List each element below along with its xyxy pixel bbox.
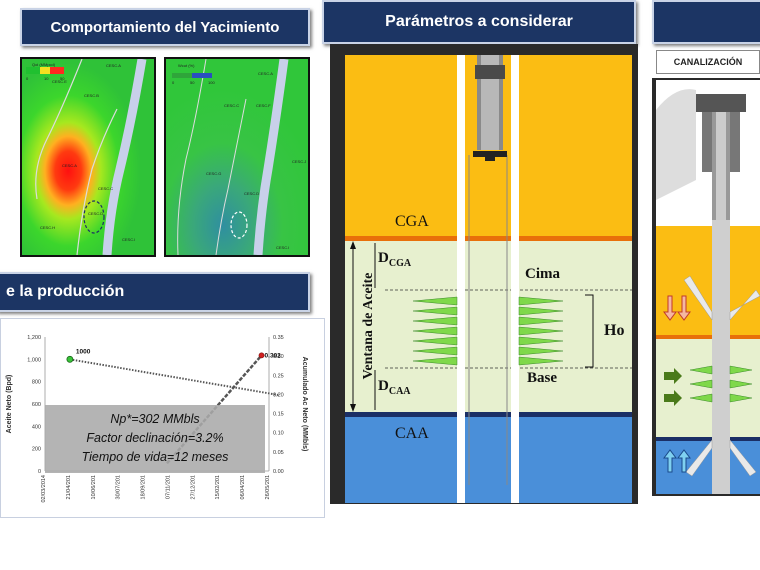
cima-label: Cima [525,266,560,282]
summary-np: Np*=302 MMbls [110,412,200,426]
production-summary-box: Np*=302 MMbls Factor declinación=3.2% Ti… [45,405,265,473]
y-tick-label-left: 1,000 [27,357,41,363]
production-title-banner: e la producción [0,272,310,312]
series-line-aceite [69,358,280,397]
well-label: CESC.D [244,191,260,196]
y-tick-label-right: 0.05 [273,450,284,456]
oil-rate-map-image [22,59,154,255]
well-label: CESC.H [40,225,56,230]
y-tick-label-left: 0 [38,469,41,475]
y-tick-label-left: 600 [32,402,41,408]
canalization-title-banner [652,0,760,44]
water-cut-map-image [166,59,308,255]
y-tick-label-right: 0.35 [273,335,284,341]
y-tick-label-right: 0.20 [273,392,284,398]
well-diagram-svg [345,55,632,503]
end-point-marker [258,352,265,359]
y-tick-label-right: 0.15 [273,412,284,418]
well-label: CESC.C [224,103,240,108]
canalization-diagram [656,80,760,494]
x-tick-label: 21/04/201 [66,475,72,499]
oil-rate-legend-tick-2: 50 [60,76,65,81]
perforations-right [518,296,564,366]
start-point-marker [66,355,74,363]
water-cut-legend-tick-0: 0 [172,80,175,85]
y-axis-title-left: Aceite Neto (Bpd) [6,375,13,434]
well-label: CESC.G [206,171,222,176]
y-tick-label-right: 0.10 [273,431,284,437]
annotation-start-value: 1000 [76,348,91,355]
well-label: CESC.D [88,211,104,216]
water-zone [345,415,632,503]
y-tick-label-left: 1,200 [27,335,41,341]
x-tick-label: 06/04/201 [240,475,246,499]
gas-oil-contact [345,236,632,241]
x-tick-label: 07/11/201 [165,475,171,499]
well-diagram [345,55,632,503]
canalization-label-box: CANALIZACIÓN [656,50,760,74]
canalization-label: CANALIZACIÓN [673,57,743,67]
water-cut-legend-tick-1: 50 [190,80,195,85]
oil-rate-legend-tick-0: 0 [26,76,29,81]
well-label: CESC.A [106,63,121,68]
water-cut-legend-tick-2: 100 [208,80,215,85]
ho-label: Ho [604,322,625,339]
cga-label: CGA [395,213,429,230]
well-label: CESC.A [62,163,77,168]
annotation-end-value: 0.302 [265,352,282,359]
y-tick-label-left: 800 [32,380,41,386]
well-label: CESC.C [98,186,114,191]
x-tick-label: 02/03/2014 [41,475,47,503]
y-tick-label-left: 400 [32,424,41,430]
canalization-diagram-svg [656,80,760,494]
reservoir-title: Comportamiento del Yacimiento [50,18,280,36]
well-label: CESC.B [84,93,99,98]
y-axis-title-right: Acumulado Ac Neto (MMbls) [301,357,308,452]
x-tick-label: 30/07/201 [116,475,122,499]
x-tick-label: 15/02/201 [215,475,221,499]
water-cut-legend-title: Wcut (%) [178,63,195,68]
well-label: CESC.J [292,159,307,164]
well-label: CESC.F [256,103,271,108]
perforations-left [412,296,458,366]
parameters-title-banner: Parámetros a considerar [322,0,636,44]
x-tick-label: 26/05/201 [265,475,271,499]
oil-water-contact [345,412,632,417]
y-tick-label-right: 0.25 [273,373,284,379]
x-tick-label: 18/09/201 [141,475,147,499]
caa-label: CAA [395,425,429,442]
y-tick-label-right: 0.30 [273,354,284,360]
summary-lifetime: Tiempo de vida=12 meses [81,450,229,464]
x-tick-label: 10/06/201 [91,475,97,499]
well-label: CESC.E [52,79,67,84]
parameters-title: Parámetros a considerar [385,13,573,30]
x-tick-label: 27/12/201 [190,475,196,499]
oil-zone [345,238,632,413]
oil-window-label: Ventana de Aceite [361,272,376,380]
base-label: Base [527,370,557,386]
water-cut-map: Wcut (%) 0 50 100 CESC.A CESC.F CESC.J C… [164,57,310,257]
reservoir-title-banner: Comportamiento del Yacimiento [20,8,310,46]
y-tick-label-left: 200 [32,447,41,453]
well-label: CESC.I [122,237,136,242]
oil-rate-map: Qoi (MMpcd) 0 10 50 CESC.A CESC.E CESC.B… [20,57,156,257]
production-title: e la producción [6,283,125,300]
oil-rate-legend-title: Qoi (MMpcd) [32,62,56,67]
oil-rate-legend-tick-1: 10 [44,76,49,81]
well-label: CESC.I [276,245,290,250]
dcaa-label: DCAA [378,378,411,397]
summary-decline: Factor declinación=3.2% [86,431,224,445]
y-tick-label-right: 0.00 [273,469,284,475]
dcga-label: DCGA [378,250,412,269]
well-label: CESC.A [258,71,273,76]
